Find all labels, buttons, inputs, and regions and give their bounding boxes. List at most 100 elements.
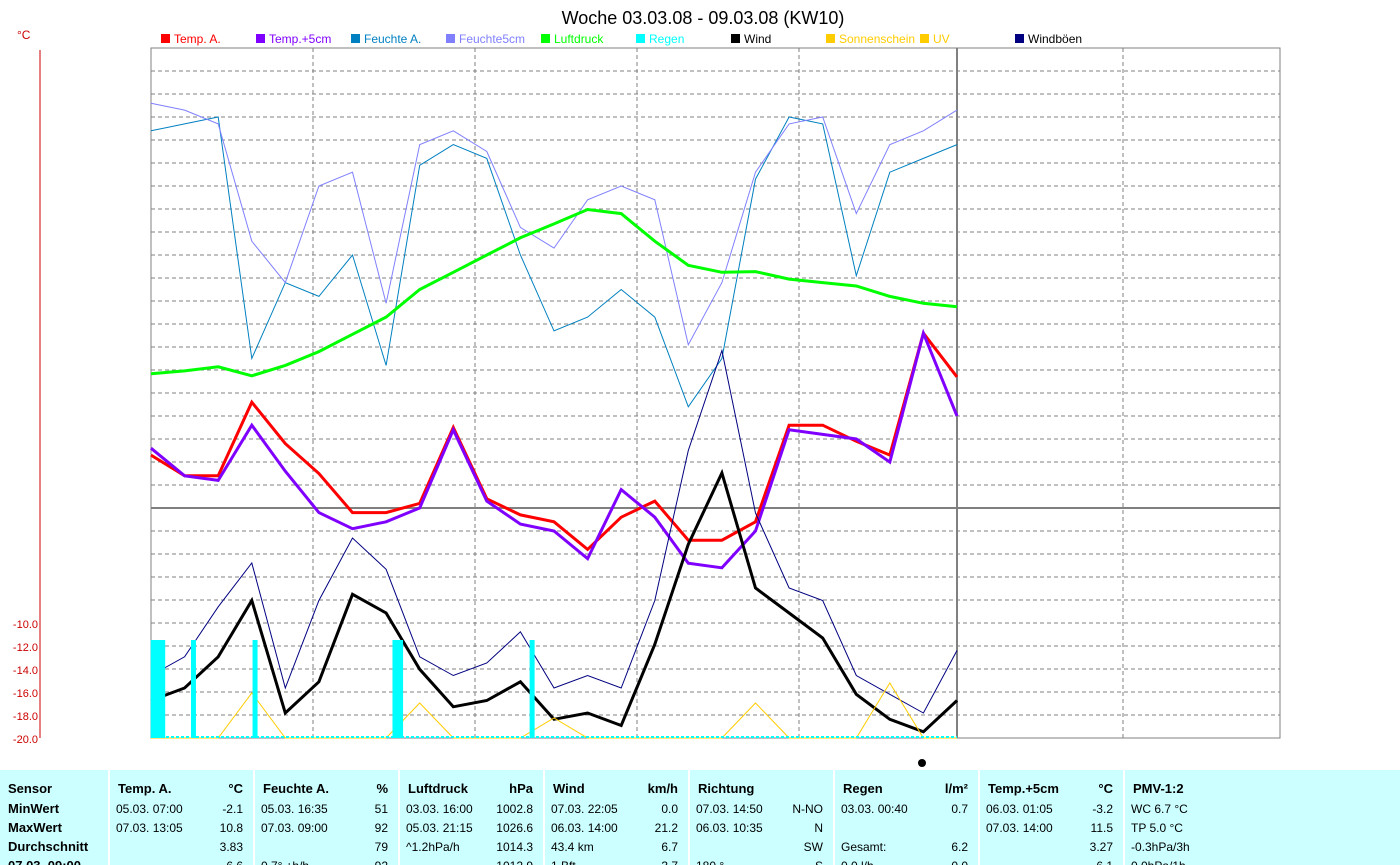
column-unit: hPa bbox=[509, 781, 533, 796]
table-column: Sensor MinWert MaxWert Durchschnitt 07.03. 0… bbox=[0, 770, 110, 865]
legend-label: Windböen bbox=[1028, 32, 1082, 46]
column-unit: % bbox=[376, 781, 388, 796]
legend-swatch bbox=[920, 34, 929, 43]
cell-value: 0.7 bbox=[951, 802, 968, 816]
cell-label: Durchschnitt bbox=[8, 839, 89, 854]
cell-label: 06.03. 10:35 bbox=[696, 821, 763, 835]
y-axis-unit: °C bbox=[17, 28, 31, 42]
rain-bar bbox=[529, 640, 535, 738]
column-title: Sensor bbox=[8, 781, 53, 796]
weather-chart: Woche 03.03.08 - 09.03.08 (KW10) °C -10.… bbox=[13, 8, 1281, 767]
legend-label: Luftdruck bbox=[554, 32, 604, 46]
legend-label: Wind bbox=[744, 32, 771, 46]
cell-value: S bbox=[815, 859, 823, 865]
chart-title: Woche 03.03.08 - 09.03.08 (KW10) bbox=[562, 8, 845, 28]
cell-label: 0.0 l/h bbox=[841, 859, 874, 865]
cell-label: Gesamt: bbox=[841, 840, 887, 854]
column-unit: km/h bbox=[647, 781, 678, 796]
cell-value: 6.1 bbox=[1096, 859, 1113, 865]
column-title: Luftdruck bbox=[408, 781, 468, 796]
series-line bbox=[150, 348, 958, 714]
series-line bbox=[150, 329, 959, 552]
cell-label: MaxWert bbox=[8, 820, 62, 835]
scroll-dot-icon[interactable] bbox=[918, 759, 926, 767]
legend-swatch bbox=[826, 34, 835, 43]
table-column: Wind km/h 07.03. 22:05 0.0 06.03. 14:00 21.2 4… bbox=[545, 770, 690, 865]
statistics-table: Sensor MinWert MaxWert Durchschnitt 07.03. 0… bbox=[0, 770, 1400, 865]
legend-label: Regen bbox=[649, 32, 684, 46]
legend-swatch bbox=[161, 34, 170, 43]
cell-value: N bbox=[814, 821, 823, 835]
legend-label: Feuchte A. bbox=[364, 32, 421, 46]
legend-swatch bbox=[351, 34, 360, 43]
table-column: Temp. A. °C 05.03. 07:00 -2.1 07.03. 13:05 10… bbox=[110, 770, 255, 865]
cell-value: 51 bbox=[374, 802, 388, 816]
y-tick-label: -20.0 bbox=[13, 734, 38, 746]
column-title: Wind bbox=[553, 781, 585, 796]
cell-value: 6.2 bbox=[951, 840, 968, 854]
cell-label: 06.03. 14:00 bbox=[551, 821, 618, 835]
cell-value: N-NO bbox=[792, 802, 823, 816]
y-tick-label: -10.0 bbox=[13, 619, 38, 631]
legend: Temp. A. Temp.+5cm Feuchte A. Feuchte5cm Luf… bbox=[161, 32, 1082, 46]
cell-label: ^1.2hPa/h bbox=[406, 840, 460, 854]
y-tick-label: -18.0 bbox=[13, 711, 38, 723]
cell-value: 79 bbox=[374, 840, 388, 854]
cell-label: 07.03. 14:50 bbox=[696, 802, 763, 816]
rain-bar bbox=[395, 640, 401, 738]
cell-label: MinWert bbox=[8, 801, 60, 816]
rain-bar bbox=[160, 640, 166, 738]
legend-label: Temp. A. bbox=[174, 32, 221, 46]
rain-bar bbox=[190, 640, 196, 738]
cell-label: 05.03. 07:00 bbox=[116, 802, 183, 816]
column-title: PMV-1:2 bbox=[1133, 781, 1184, 796]
cell-value: 0.0 bbox=[661, 802, 678, 816]
cell-value: 1012.9 bbox=[496, 859, 533, 865]
series-line bbox=[150, 102, 958, 347]
y-tick-label: -14.0 bbox=[13, 665, 38, 677]
column-unit: l/m² bbox=[944, 781, 968, 796]
cell-label: WC 6.7 °C bbox=[1131, 802, 1188, 816]
y-tick-label: -12.0 bbox=[13, 642, 38, 654]
cell-label: 07.03. 09:00 bbox=[8, 859, 81, 865]
cell-label: 06.03. 01:05 bbox=[986, 802, 1053, 816]
rain-bar bbox=[252, 640, 258, 738]
series-line bbox=[150, 468, 959, 734]
table-column: Richtung 07.03. 14:50 N-NO 06.03. 10:35 N SW 1… bbox=[690, 770, 835, 865]
cell-label: 43.4 km bbox=[551, 840, 594, 854]
cell-label: 07.03. 22:05 bbox=[551, 802, 618, 816]
table-column: Feuchte A.% 05.03. 16:35 51 07.03. 09:00 92 7… bbox=[255, 770, 400, 865]
rain-bar bbox=[392, 640, 398, 738]
cell-label: 1 Bft bbox=[551, 859, 576, 865]
series-line bbox=[150, 328, 959, 570]
cell-value: 3.7 bbox=[661, 859, 678, 865]
rain-bar bbox=[157, 640, 163, 738]
cell-label: 05.03. 21:15 bbox=[406, 821, 473, 835]
cell-value: 0.0 bbox=[951, 859, 968, 865]
cell-label: 05.03. 16:35 bbox=[261, 802, 328, 816]
legend-swatch bbox=[446, 34, 455, 43]
legend-label: Temp.+5cm bbox=[269, 32, 331, 46]
column-title: Temp. A. bbox=[118, 781, 172, 796]
cell-value: 1002.8 bbox=[496, 802, 533, 816]
cell-label: TP 5.0 °C bbox=[1131, 821, 1183, 835]
cell-value: 6.7 bbox=[661, 840, 678, 854]
cell-value: 1026.6 bbox=[496, 821, 533, 835]
cell-value: 6.6 bbox=[226, 859, 243, 865]
cell-label: -0.3hPa/3h bbox=[1131, 840, 1190, 854]
cell-label: 07.03. 09:00 bbox=[261, 821, 328, 835]
legend-swatch bbox=[256, 34, 265, 43]
cell-label: 03.03. 16:00 bbox=[406, 802, 473, 816]
legend-label: Sonnenschein bbox=[839, 32, 915, 46]
cell-label: 07.03. 13:05 bbox=[116, 821, 183, 835]
cell-label: 07.03. 14:00 bbox=[986, 821, 1053, 835]
cell-label: 0.7° ±h/h bbox=[261, 859, 309, 865]
y-tick-label: -16.0 bbox=[13, 688, 38, 700]
table-column: Luftdruck hPa 03.03. 16:00 1002.8 05.03. 21:… bbox=[400, 770, 545, 865]
legend-swatch bbox=[731, 34, 740, 43]
y-tick-labels: -10.0 -12.0 -14.0 -16.0 -18.0 -20.0 bbox=[13, 619, 38, 746]
cell-value: 11.5 bbox=[1090, 821, 1113, 835]
legend-swatch bbox=[1015, 34, 1024, 43]
chart-series bbox=[150, 102, 959, 739]
cell-label: 180 ° bbox=[696, 859, 724, 865]
